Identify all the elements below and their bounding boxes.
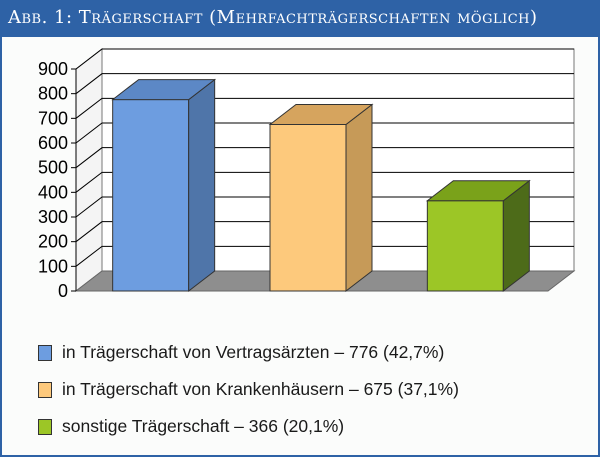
legend-item-krankenhaeuser: in Trägerschaft von Krankenhäusern – 675…	[38, 377, 459, 402]
y-tick-label: 300	[38, 207, 68, 227]
y-tick-label: 200	[38, 232, 68, 252]
bar-side	[345, 103, 373, 293]
bar-front	[112, 99, 190, 292]
bar-top	[268, 104, 374, 125]
y-tick-label: 900	[38, 59, 68, 79]
chart-legend: in Trägerschaft von Vertragsärzten – 776…	[38, 340, 459, 451]
chart-gridlines	[75, 48, 574, 267]
y-tick-label: 0	[58, 281, 68, 301]
gridline	[75, 196, 574, 218]
gridline	[75, 73, 574, 95]
legend-swatch	[38, 418, 52, 435]
bar-side	[188, 78, 216, 293]
bar-group	[425, 179, 531, 293]
bar-front	[269, 124, 347, 292]
legend-label: sonstige Trägerschaft – 366 (20,1%)	[62, 416, 345, 436]
chart-bars	[111, 78, 531, 293]
y-tick-label: 800	[38, 84, 68, 104]
bar-group	[111, 78, 217, 293]
y-tick-label: 100	[38, 256, 68, 276]
gridline	[75, 122, 574, 144]
gridline	[75, 147, 574, 169]
gridline	[75, 221, 574, 243]
y-tick-label: 400	[38, 182, 68, 202]
bar-group	[268, 103, 374, 293]
figure-title: Abb. 1: Trägerschaft (Mehrfachträgerscha…	[8, 7, 538, 28]
legend-swatch	[38, 344, 52, 361]
y-axis-ticks: 0 100 200 300 400 500 600 700 800 900	[38, 59, 77, 301]
title-bar: Abb. 1: Trägerschaft (Mehrfachträgerscha…	[2, 2, 598, 37]
legend-label: in Trägerschaft von Krankenhäusern – 675…	[62, 379, 459, 399]
bar-top	[425, 180, 531, 202]
legend-item-vertragsaerzte: in Trägerschaft von Vertragsärzten – 776…	[38, 340, 459, 365]
legend-item-sonstige: sonstige Trägerschaft – 366 (20,1%)	[38, 414, 459, 439]
gridline	[75, 97, 574, 119]
bar-front	[426, 200, 504, 292]
gridline	[75, 171, 574, 193]
gridline	[75, 245, 574, 267]
y-tick-label: 700	[38, 108, 68, 128]
legend-label: in Trägerschaft von Vertragsärzten – 776…	[62, 342, 445, 362]
legend-swatch	[38, 381, 52, 398]
y-tick-label: 500	[38, 158, 68, 178]
y-tick-label: 600	[38, 133, 68, 153]
bar-top	[111, 79, 217, 101]
bar-chart: 0 100 200 300 400 500 600 700 800 900	[38, 47, 576, 301]
gridline	[75, 48, 574, 70]
side-wall	[75, 47, 103, 293]
